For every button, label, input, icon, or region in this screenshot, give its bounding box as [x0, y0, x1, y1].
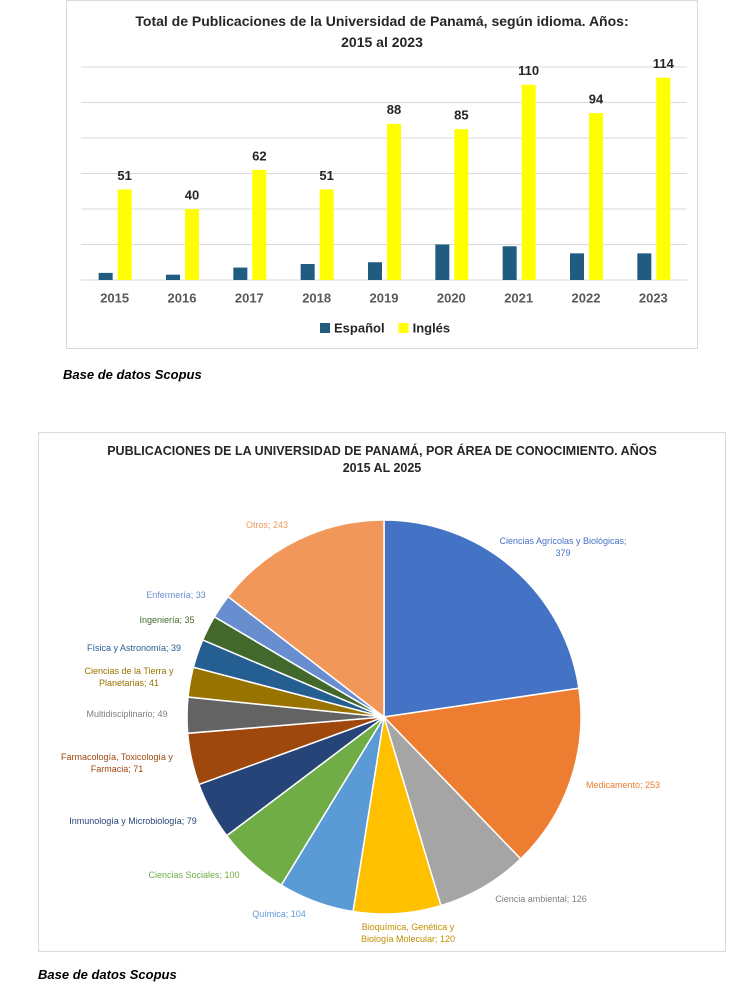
pie-slice	[383, 519, 580, 718]
chart-title: PUBLICACIONES DE LA UNIVERSIDAD DE PANAM…	[107, 444, 657, 475]
bar	[252, 169, 267, 280]
data-label: Química; 104	[252, 909, 306, 919]
pie-chart	[186, 519, 582, 915]
data-label: Ciencia ambiental; 126	[495, 894, 587, 904]
chart-frame: PUBLICACIONES DE LA UNIVERSIDAD DE PANAM…	[38, 432, 726, 952]
bar	[521, 84, 536, 280]
data-label: Ciencias Sociales; 100	[148, 870, 240, 880]
data-label: 40	[185, 187, 199, 202]
data-label: 88	[387, 102, 401, 117]
bar	[435, 244, 450, 280]
data-label: Medicamento; 253	[585, 780, 661, 790]
x-tick-label: 2021	[504, 290, 533, 305]
x-tick-label: 2015	[100, 290, 129, 305]
bar	[589, 113, 603, 281]
data-label: Ciencias de la Tierra y Planetarias; 41	[84, 666, 174, 688]
data-label: 94	[589, 92, 604, 107]
bar-chart: 2015 51 2016 40 2017 62 2018 51 2019 88 2020 85 2021…	[81, 56, 687, 335]
data-label: 51	[117, 168, 131, 183]
data-label: Ciencias Agrícolas y Biológicas; 379	[499, 536, 627, 558]
data-label: 51	[319, 168, 333, 183]
x-tick-label: 2019	[370, 290, 399, 305]
bar	[656, 77, 671, 281]
data-label: Farmacología, Toxicología y Farmacia; 71	[61, 752, 173, 774]
data-label: Física y Astronomía; 39	[86, 643, 182, 653]
legend-label: Inglés	[413, 320, 451, 335]
bar	[300, 264, 315, 280]
data-label: 114	[653, 56, 675, 71]
data-label: 85	[454, 108, 468, 123]
bar	[387, 123, 401, 280]
pie-slice	[227, 519, 385, 719]
legend-label: Español	[334, 320, 385, 335]
x-tick-label: 2016	[168, 290, 197, 305]
caption: Base de datos Scopus	[38, 967, 177, 982]
data-label: 62	[252, 148, 266, 163]
x-tick-label: 2023	[639, 290, 668, 305]
bar	[454, 129, 469, 280]
pie-slice	[382, 687, 582, 860]
bar	[117, 189, 132, 280]
bar	[185, 209, 199, 280]
x-tick-label: 2018	[302, 290, 331, 305]
legend-swatch	[320, 323, 330, 333]
bar	[233, 267, 248, 280]
data-label: Multidisciplinario; 49	[86, 709, 168, 719]
chart-frame: 2015 51 2016 40 2017 62 2018 51 2019 88 2020 85 2021…	[66, 0, 698, 349]
data-label: Otros; 243	[245, 520, 289, 530]
x-tick-label: 2020	[437, 290, 466, 305]
caption: Base de datos Scopus	[63, 367, 202, 382]
bar	[368, 262, 382, 280]
data-label: 110	[518, 63, 539, 78]
x-tick-label: 2022	[572, 290, 601, 305]
data-label: Ingeniería; 35	[139, 615, 195, 625]
bar	[166, 274, 180, 280]
legend-swatch	[398, 323, 409, 333]
bar	[570, 253, 584, 280]
bar	[98, 272, 113, 280]
bar	[502, 246, 517, 280]
data-label: Bioquímica, Genética y Biología Molecula…	[360, 922, 456, 944]
bar	[319, 189, 334, 280]
x-tick-label: 2017	[235, 290, 264, 305]
data-label: Inmunología y Microbiología; 79	[69, 816, 197, 826]
data-label: Enfermería; 33	[146, 590, 206, 600]
chart-title: Total de Publicaciones de la Universidad…	[135, 13, 629, 50]
bar	[637, 253, 652, 280]
